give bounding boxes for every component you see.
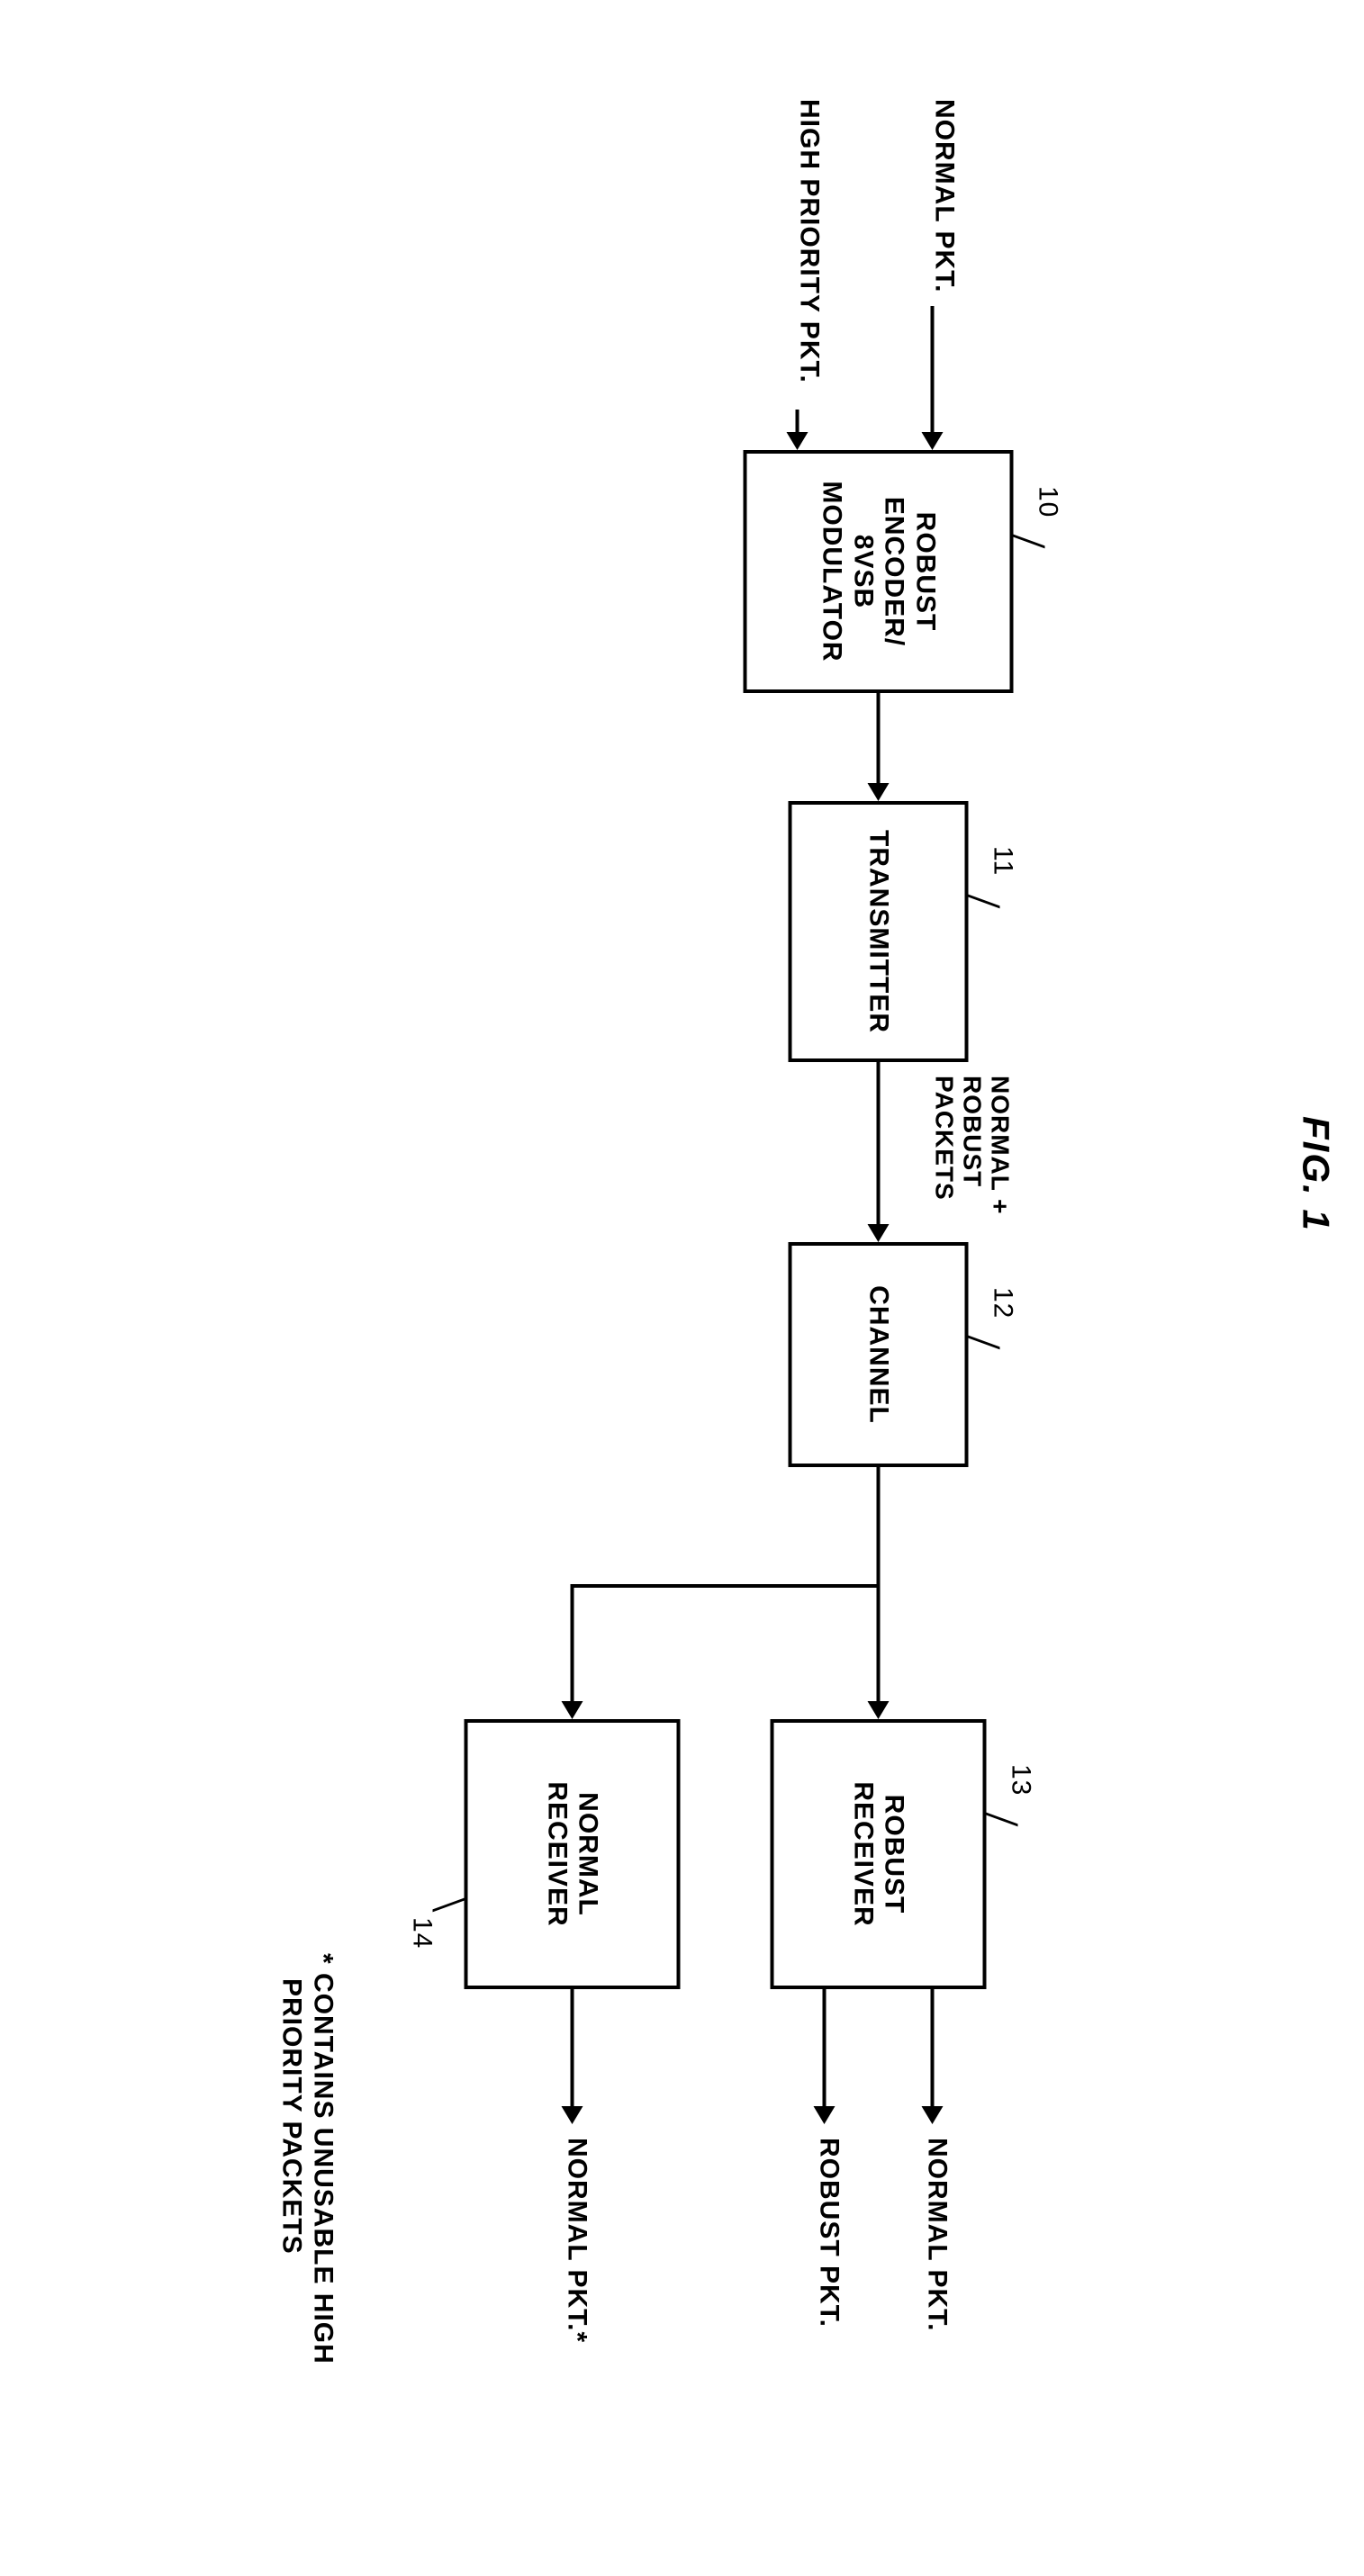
- block-normal-receiver: NORMAL RECEIVER: [464, 1719, 680, 1989]
- arrow-channel-out: [867, 1467, 889, 1719]
- output-label-normal-pkt: NORMAL PKT.: [921, 2138, 952, 2331]
- arrow-robust-out-1: [921, 1989, 943, 2124]
- ref-14-lead: [432, 1898, 464, 1913]
- ref-13-lead: [986, 1813, 1017, 1827]
- figure-1: FIG. 1 NORMAL PKT. HIGH PRIORITY PKT. 10…: [36, 36, 1364, 2540]
- arrow-to-normal-rx: [561, 1584, 583, 1719]
- input-label-high-priority: HIGH PRIORITY PKT.: [793, 99, 824, 383]
- arrow-transmitter-channel: [867, 1062, 889, 1242]
- arrow-normal-in: [921, 306, 943, 450]
- block-robust-receiver: ROBUST RECEIVER: [770, 1719, 986, 1989]
- output-label-robust-pkt: ROBUST PKT.: [813, 2138, 844, 2328]
- input-label-normal: NORMAL PKT.: [928, 99, 959, 293]
- output-label-normal-pkt-star: NORMAL PKT.*: [561, 2138, 592, 2343]
- ref-11-lead: [968, 895, 999, 909]
- ref-11: 11: [987, 846, 1017, 876]
- edge-label-tx-out: NORMAL + ROBUST PACKETS: [930, 1076, 1013, 1215]
- ref-12: 12: [987, 1287, 1017, 1319]
- arrow-robust-out-2: [813, 1989, 835, 2124]
- arrow-hp-in: [786, 410, 808, 450]
- arrow-encoder-transmitter: [867, 693, 889, 801]
- figure-title: FIG. 1: [1294, 1116, 1337, 1232]
- ref-14: 14: [406, 1917, 437, 1949]
- arrow-normal-out: [561, 1989, 583, 2124]
- figure-canvas: FIG. 1 NORMAL PKT. HIGH PRIORITY PKT. 10…: [36, 36, 1364, 2540]
- footnote: * CONTAINS UNUSABLE HIGH PRIORITY PACKET…: [276, 1953, 338, 2364]
- block-transmitter: TRANSMITTER: [788, 801, 968, 1062]
- block-channel: CHANNEL: [788, 1242, 968, 1467]
- ref-10-lead: [1013, 535, 1044, 549]
- ref-13: 13: [1005, 1764, 1035, 1796]
- ref-12-lead: [968, 1336, 999, 1350]
- ref-10: 10: [1032, 486, 1062, 518]
- block-encoder: ROBUST ENCODER/ 8VSB MODULATOR: [743, 450, 1013, 693]
- branch-down: [572, 1584, 880, 1588]
